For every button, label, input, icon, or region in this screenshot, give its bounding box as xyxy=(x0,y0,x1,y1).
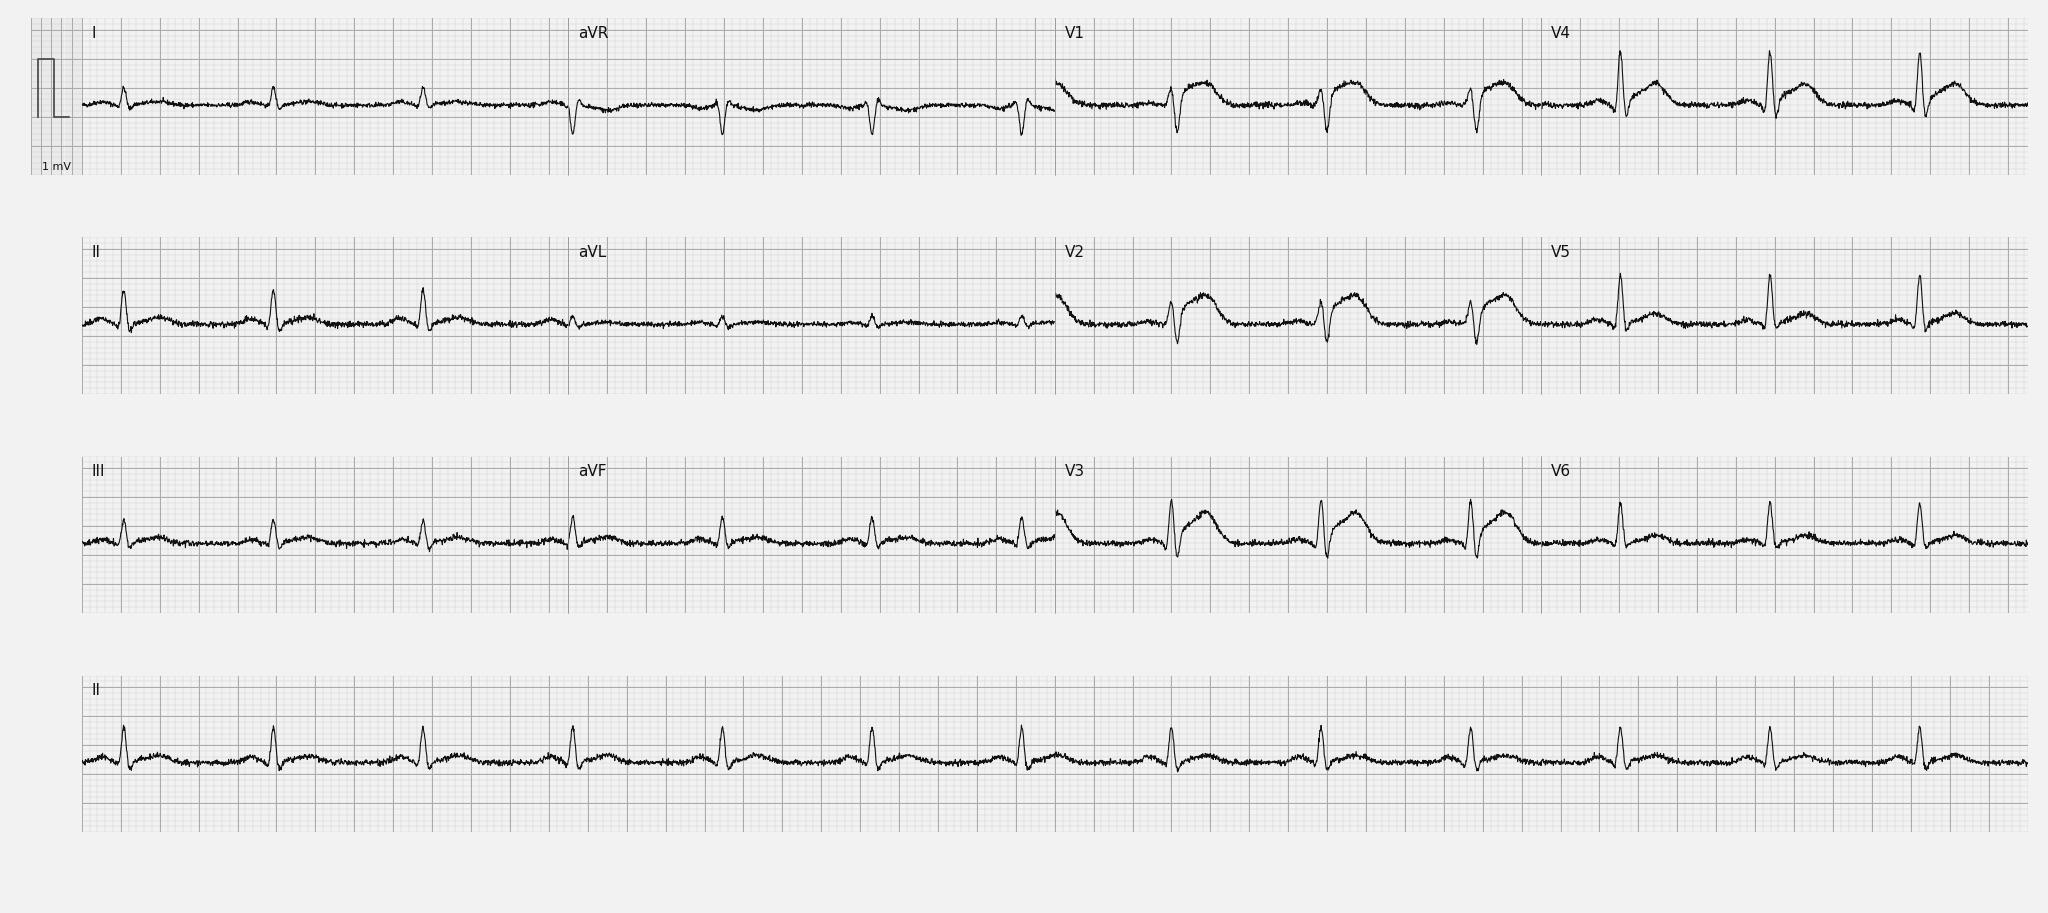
Text: V1: V1 xyxy=(1065,26,1085,41)
Text: V4: V4 xyxy=(1550,26,1571,41)
Text: aVR: aVR xyxy=(578,26,608,41)
Text: I: I xyxy=(92,26,96,41)
Text: V5: V5 xyxy=(1550,246,1571,260)
Text: V6: V6 xyxy=(1550,465,1571,479)
Text: aVL: aVL xyxy=(578,246,606,260)
Text: V2: V2 xyxy=(1065,246,1085,260)
Text: III: III xyxy=(92,465,104,479)
Text: 1 mV: 1 mV xyxy=(41,162,72,172)
Text: II: II xyxy=(92,246,100,260)
Text: II: II xyxy=(92,684,100,698)
Text: aVF: aVF xyxy=(578,465,606,479)
Text: V3: V3 xyxy=(1065,465,1085,479)
